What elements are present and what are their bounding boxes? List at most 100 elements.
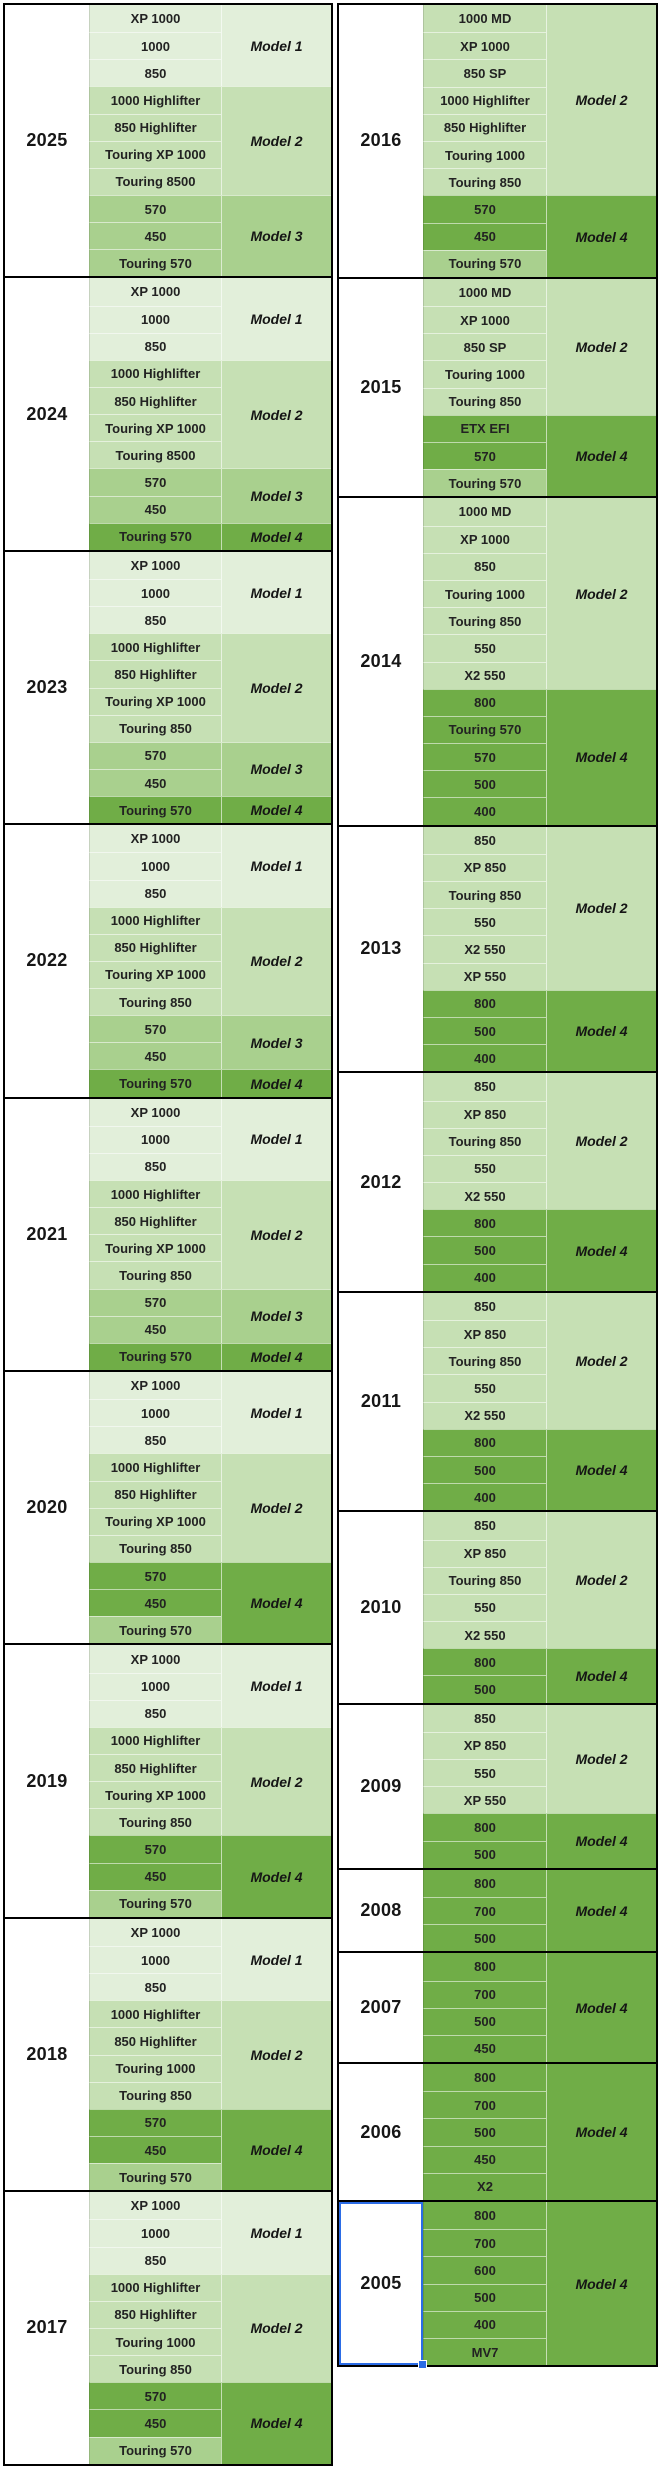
model-cell[interactable]: 450 — [423, 222, 546, 250]
model-cell[interactable]: 800 — [423, 688, 546, 716]
model-cell[interactable]: Touring 570 — [89, 1342, 221, 1371]
model-cell[interactable]: Touring XP 1000 — [89, 414, 221, 442]
model-cell[interactable]: 800 — [423, 2202, 546, 2230]
model-cell[interactable]: 850 Highlifter — [89, 1480, 221, 1508]
model-cell[interactable]: 450 — [89, 1862, 221, 1890]
model-cell[interactable]: 500 — [423, 2007, 546, 2035]
model-cell[interactable]: Touring XP 1000 — [89, 687, 221, 715]
model-cell[interactable]: XP 1000 — [89, 1918, 221, 1946]
model-cell[interactable]: 1000 — [89, 1672, 221, 1700]
model-group-label[interactable]: Model 2 — [546, 498, 656, 689]
model-cell[interactable]: 850 Highlifter — [89, 660, 221, 688]
model-group-label[interactable]: Model 1 — [221, 5, 331, 87]
model-cell[interactable]: 1000 Highlifter — [89, 359, 221, 387]
model-group-label[interactable]: Model 2 — [221, 86, 331, 195]
model-cell[interactable]: Touring 1000 — [89, 2327, 221, 2356]
model-cell[interactable]: Touring 850 — [89, 2355, 221, 2383]
model-cell[interactable]: Touring 850 — [89, 1808, 221, 1836]
model-cell[interactable]: 570 — [89, 1835, 221, 1863]
model-cell[interactable]: 850 — [423, 826, 546, 854]
model-cell[interactable]: 850 — [89, 1973, 221, 2001]
model-cell[interactable]: 850 — [423, 1512, 546, 1540]
model-cell[interactable]: XP 550 — [423, 1786, 546, 1814]
model-cell[interactable]: Touring 850 — [423, 881, 546, 909]
model-cell[interactable]: Touring 850 — [423, 607, 546, 635]
model-cell[interactable]: 1000 — [89, 32, 221, 60]
model-cell[interactable]: 1000 — [89, 852, 221, 880]
model-cell[interactable]: Touring 570 — [89, 796, 221, 824]
model-group-label[interactable]: Model 2 — [221, 1726, 331, 1836]
model-cell[interactable]: Touring 1000 — [423, 579, 546, 608]
model-group-label[interactable]: Model 1 — [221, 1645, 331, 1727]
model-cell[interactable]: 450 — [89, 2135, 221, 2164]
model-cell[interactable]: 850 — [89, 1426, 221, 1454]
model-cell[interactable]: XP 1000 — [89, 278, 221, 306]
model-cell[interactable]: 450 — [89, 2409, 221, 2437]
model-cell[interactable]: 1000 Highlifter — [89, 906, 221, 934]
model-cell[interactable]: 700 — [423, 2229, 546, 2257]
year-cell-2016[interactable]: 2016 — [339, 5, 423, 277]
model-cell[interactable]: X2 — [423, 2172, 546, 2200]
model-cell[interactable]: Touring 850 — [89, 1261, 221, 1289]
model-cell[interactable]: 850 — [89, 2246, 221, 2274]
model-cell[interactable]: X2 550 — [423, 935, 546, 963]
model-group-label[interactable]: Model 4 — [221, 1562, 331, 1644]
year-cell-2014[interactable]: 2014 — [339, 498, 423, 825]
model-cell[interactable]: Touring 850 — [423, 1127, 546, 1155]
model-group-label[interactable]: Model 2 — [221, 2273, 331, 2383]
model-group-label[interactable]: Model 1 — [221, 2192, 331, 2274]
model-cell[interactable]: 850 — [89, 879, 221, 907]
model-cell[interactable]: XP 1000 — [423, 306, 546, 334]
model-cell[interactable]: XP 1000 — [89, 5, 221, 33]
year-cell-2025[interactable]: 2025 — [5, 5, 89, 277]
model-cell[interactable]: XP 1000 — [423, 525, 546, 553]
model-cell[interactable]: 850 Highlifter — [89, 933, 221, 961]
model-cell[interactable]: 500 — [423, 1236, 546, 1264]
model-group-label[interactable]: Model 4 — [221, 2108, 331, 2191]
year-cell-2005[interactable]: 2005 — [339, 2202, 427, 2370]
model-group-label[interactable]: Model 4 — [221, 796, 331, 824]
selection-fill-handle[interactable] — [418, 2360, 427, 2370]
model-group-label[interactable]: Model 1 — [221, 1372, 331, 1454]
model-cell[interactable]: 850 — [423, 1704, 546, 1732]
model-cell[interactable]: 800 — [423, 1869, 546, 1897]
model-cell[interactable]: XP 850 — [423, 1320, 546, 1348]
model-cell[interactable]: XP 850 — [423, 1539, 546, 1567]
model-cell[interactable]: Touring 1000 — [423, 140, 546, 169]
model-cell[interactable]: XP 1000 — [89, 551, 221, 579]
model-cell[interactable]: 700 — [423, 1980, 546, 2008]
model-group-label[interactable]: Model 2 — [546, 1512, 656, 1649]
model-cell[interactable]: 570 — [89, 468, 221, 496]
model-cell[interactable]: Touring XP 1000 — [89, 960, 221, 989]
model-cell[interactable]: 850 Highlifter — [423, 113, 546, 141]
model-cell[interactable]: 850 SP — [423, 333, 546, 361]
model-cell[interactable]: Touring 570 — [423, 715, 546, 744]
year-cell-2024[interactable]: 2024 — [5, 278, 89, 550]
model-cell[interactable]: 1000 Highlifter — [89, 2000, 221, 2028]
model-cell[interactable]: 800 — [423, 1953, 546, 1981]
model-cell[interactable]: 450 — [423, 2034, 546, 2063]
model-group-label[interactable]: Model 1 — [221, 1918, 331, 2001]
model-cell[interactable]: Touring 570 — [89, 2163, 221, 2191]
model-cell[interactable]: X2 550 — [423, 1182, 546, 1210]
model-group-label[interactable]: Model 1 — [221, 278, 331, 360]
model-cell[interactable]: 500 — [423, 1675, 546, 1703]
model-cell[interactable]: 1000 Highlifter — [89, 86, 221, 114]
model-group-label[interactable]: Model 4 — [546, 688, 656, 825]
model-group-label[interactable]: Model 1 — [221, 1098, 331, 1181]
model-cell[interactable]: 400 — [423, 2310, 546, 2338]
model-cell[interactable]: 570 — [423, 743, 546, 771]
model-cell[interactable]: 450 — [89, 1589, 221, 1617]
model-cell[interactable]: 450 — [423, 2145, 546, 2173]
model-cell[interactable]: 850 Highlifter — [89, 1207, 221, 1235]
model-cell[interactable]: 570 — [89, 1288, 221, 1316]
model-group-label[interactable]: Model 2 — [221, 633, 331, 742]
model-cell[interactable]: 570 — [89, 2382, 221, 2410]
model-cell[interactable]: Touring 850 — [89, 988, 221, 1016]
model-cell[interactable]: XP 1000 — [89, 1645, 221, 1673]
model-cell[interactable]: XP 850 — [423, 853, 546, 881]
model-cell[interactable]: 550 — [423, 1154, 546, 1183]
year-cell-2020[interactable]: 2020 — [5, 1372, 89, 1644]
model-cell[interactable]: 850 — [89, 1699, 221, 1727]
model-cell[interactable]: 850 SP — [423, 59, 546, 87]
